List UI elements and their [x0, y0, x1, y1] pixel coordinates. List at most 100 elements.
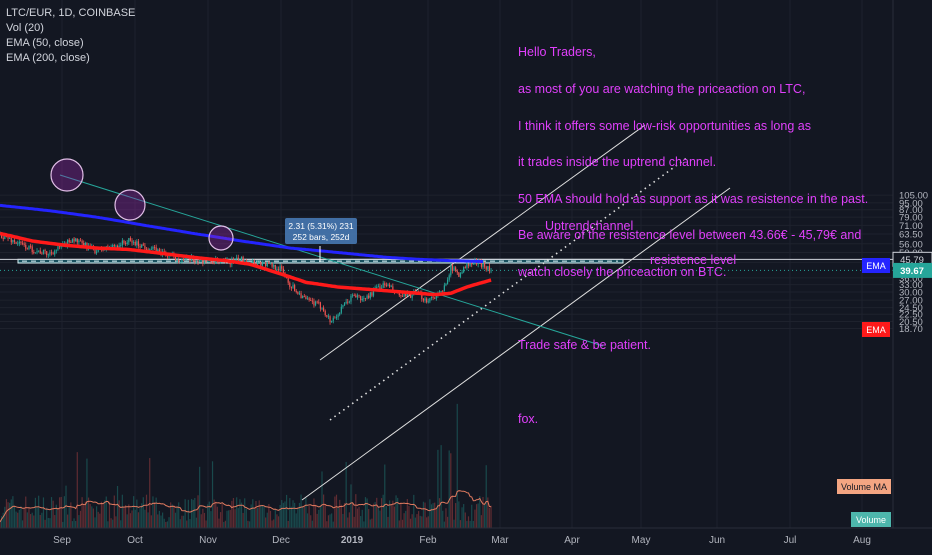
candle-body: [334, 317, 336, 319]
candle-body: [456, 270, 458, 273]
volume-bar: [145, 494, 148, 528]
candle-body: [113, 245, 115, 247]
candle-body: [467, 263, 470, 266]
volume-bar: [400, 502, 402, 528]
trader-note: Hello Traders, as most of you are watchi…: [518, 22, 868, 449]
candle-body: [49, 252, 51, 255]
volume-bar: [257, 508, 259, 528]
candle-body: [464, 267, 466, 269]
volume-bar: [29, 514, 32, 528]
volume-bar: [208, 501, 210, 528]
candle-body: [269, 263, 272, 264]
volume-bar: [369, 519, 371, 528]
measure-line1: 2.31 (5.31%) 231: [288, 221, 353, 231]
candle-body: [17, 243, 19, 245]
volume-bar: [427, 516, 429, 528]
candle-body: [355, 295, 357, 298]
candle-body: [205, 260, 207, 263]
candle-body: [337, 314, 339, 318]
time-tick-label: Feb: [419, 535, 437, 546]
candle-body: [380, 287, 383, 290]
current-tag-bg: [893, 262, 932, 278]
volume-bar: [178, 502, 180, 528]
candle-body: [440, 291, 442, 292]
candle-body: [455, 267, 457, 271]
volume-bar: [34, 497, 37, 528]
volume-bar: [347, 517, 349, 528]
candle-body: [189, 257, 191, 261]
candle-body: [351, 295, 354, 297]
time-tick-label: Nov: [199, 535, 217, 546]
volume-bar: [268, 503, 270, 528]
candle-body: [207, 260, 209, 263]
volume-bar: [5, 499, 8, 528]
candle-body: [276, 269, 278, 270]
candle-body: [295, 291, 297, 293]
volume-bar: [46, 507, 48, 528]
volume-tag-bg: [851, 512, 891, 527]
volume-bar: [86, 458, 88, 528]
volume-bar: [17, 512, 19, 528]
candle-body: [429, 298, 431, 302]
candle-body: [282, 268, 284, 273]
volume-bar: [26, 512, 28, 528]
ema50-line: [0, 231, 492, 297]
price-tick-label: 33.00: [899, 280, 923, 291]
volume-bar: [87, 497, 90, 528]
resistance-label: resistence level: [650, 253, 737, 267]
candle-body: [57, 246, 59, 250]
candle-body: [137, 241, 140, 247]
volume-bar: [484, 504, 486, 528]
candle-body: [258, 261, 260, 263]
volume-bar: [355, 494, 357, 528]
candle-body: [314, 301, 317, 306]
indicator-volume[interactable]: Vol (20): [6, 22, 44, 34]
candle-body: [79, 240, 82, 242]
indicator-ema200[interactable]: EMA (200, close): [6, 52, 90, 64]
indicator-ema50[interactable]: EMA (50, close): [6, 37, 84, 49]
note-line: [518, 376, 868, 388]
measure-box: [285, 218, 357, 244]
volume-bar: [432, 503, 434, 528]
price-tick-label: 87.00: [899, 205, 923, 216]
symbol-title[interactable]: LTC/EUR, 1D, COINBASE: [6, 7, 136, 19]
candle-body: [115, 245, 117, 247]
candle-body: [484, 263, 486, 267]
candle-body: [112, 245, 114, 248]
candle-body: [23, 243, 25, 245]
volume-bar: [79, 510, 82, 528]
volume-bar: [176, 506, 178, 528]
volume-ma-tag-bg: [837, 479, 891, 494]
volume-bar: [302, 506, 304, 528]
volume-bar: [348, 512, 350, 528]
candle-body: [97, 248, 99, 252]
volume-bar: [215, 501, 217, 528]
volume-bar: [142, 497, 144, 528]
volume-bar: [2, 512, 4, 528]
candle-body: [141, 244, 143, 248]
volume-bar: [116, 485, 119, 528]
note-line: as most of you are watching the priceact…: [518, 82, 806, 97]
candle-body: [377, 286, 379, 288]
candle-body: [179, 261, 181, 263]
candle-body: [39, 250, 41, 254]
candle-body: [319, 302, 321, 309]
volume-bar: [455, 503, 457, 528]
volume-bar: [282, 502, 284, 528]
volume-bar: [360, 516, 362, 528]
volume-bar: [152, 496, 154, 528]
volume-bar: [358, 506, 360, 528]
candle-body: [102, 250, 104, 251]
candle-body: [84, 242, 86, 247]
candle-body: [350, 295, 352, 302]
volume-bar: [382, 494, 384, 528]
volume-bar: [137, 512, 140, 528]
ema200-line: [0, 203, 483, 263]
candle-body: [342, 305, 344, 307]
chart-legend: LTC/EUR, 1D, COINBASE Vol (20) EMA (50, …: [6, 6, 135, 66]
volume-bar: [467, 516, 470, 528]
candle-body: [345, 301, 347, 304]
